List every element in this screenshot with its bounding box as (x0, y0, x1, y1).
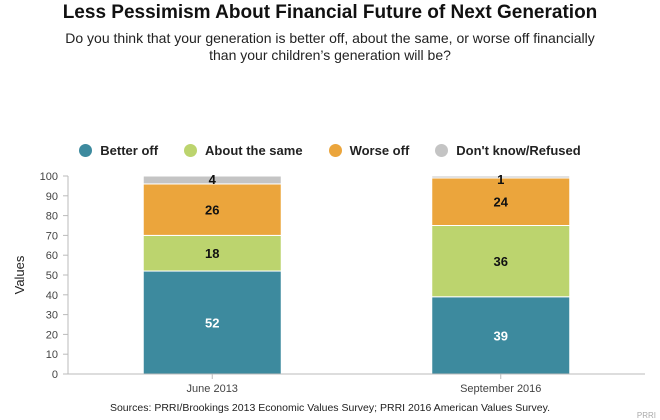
x-tick-label: September 2016 (460, 383, 541, 395)
legend-label: About the same (205, 143, 303, 158)
legend-item[interactable]: Worse off (328, 143, 410, 158)
data-label: 18 (205, 246, 219, 261)
legend-label: Worse off (349, 143, 410, 158)
x-axis: June 2013 September 2016 (68, 373, 645, 395)
y-tick-label: 10 (46, 349, 58, 361)
bar-segment (142, 270, 282, 375)
data-label: 24 (494, 195, 509, 210)
data-label: 26 (205, 203, 219, 218)
y-tick-label: 100 (40, 171, 58, 183)
bar-segment (142, 175, 282, 185)
y-tick-label: 50 (46, 270, 58, 282)
bar-segment (431, 296, 571, 375)
bar-segment (142, 183, 282, 236)
data-label: 36 (494, 254, 508, 269)
legend-item[interactable]: Don't know/Refused (435, 143, 581, 158)
bars: 52 18 26 4 39 36 24 1 (142, 172, 571, 375)
y-tick-label: 0 (52, 369, 58, 381)
data-label: 52 (205, 316, 219, 331)
legend-swatch (184, 144, 198, 157)
bar-segment (431, 177, 571, 226)
data-label: 4 (209, 172, 217, 187)
y-axis: 0 10 20 30 40 50 60 70 80 90 100 Values (12, 171, 69, 381)
credit-watermark: PRRI (636, 411, 656, 420)
legend-swatch (79, 144, 93, 157)
x-tick-label: June 2013 (187, 383, 238, 395)
y-tick-label: 70 (46, 230, 58, 242)
data-label: 1 (497, 172, 504, 187)
y-tick-label: 20 (46, 329, 58, 341)
data-label: 39 (494, 328, 508, 343)
legend-label: Better off (100, 143, 159, 158)
y-tick-label: 40 (46, 290, 58, 302)
stacked-bar-chart: 0 10 20 30 40 50 60 70 80 90 100 Values 52 18 26 4 39 36… (12, 171, 645, 395)
legend-swatch (328, 144, 342, 157)
legend-label: Don't know/Refused (456, 143, 581, 158)
chart-subtitle: Do you think that your generation is bet… (65, 30, 595, 63)
legend: Better off About the same Worse off Don't k… (0, 143, 660, 158)
y-tick-label: 90 (46, 191, 58, 203)
y-tick-label: 30 (46, 310, 58, 322)
legend-item[interactable]: About the same (184, 143, 303, 158)
bar-segment (431, 175, 571, 179)
bar-segment (142, 234, 282, 272)
y-tick-label: 60 (46, 250, 58, 262)
y-axis-title: Values (12, 255, 27, 294)
bar-segment (431, 225, 571, 298)
chart-title: Less Pessimism About Financial Future of… (62, 2, 598, 23)
legend-item[interactable]: Better off (79, 143, 158, 158)
source-note: Sources: PRRI/Brookings 2013 Economic Va… (109, 402, 551, 414)
y-tick-label: 80 (46, 211, 58, 223)
legend-swatch (435, 144, 449, 157)
